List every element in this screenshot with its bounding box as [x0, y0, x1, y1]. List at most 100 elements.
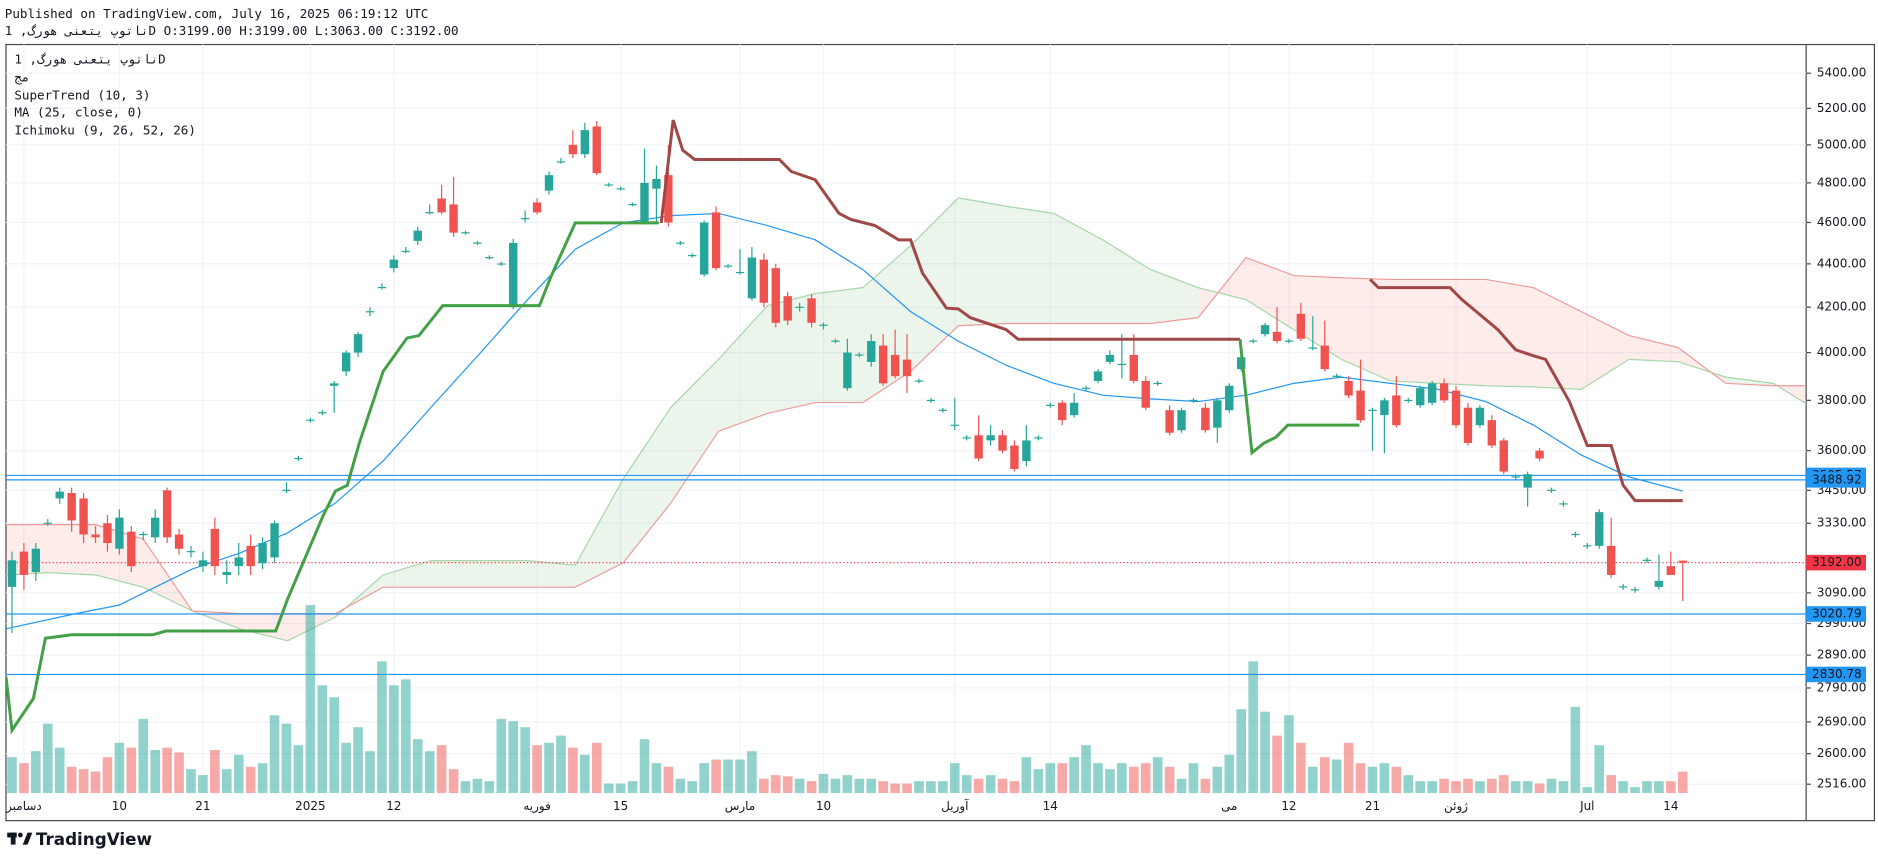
legend-ma: MA (25, close, 0) — [14, 104, 143, 119]
volume-bar — [890, 783, 900, 794]
candle-body — [1618, 586, 1628, 588]
candle-body — [437, 198, 446, 213]
candle-body — [938, 409, 948, 411]
candle-body — [592, 126, 601, 174]
volume-bar — [1081, 745, 1091, 794]
cloud-segment — [767, 293, 816, 414]
cloud-segment — [958, 197, 1007, 326]
y-tick-label: 5400.00 — [1817, 66, 1867, 80]
candle-body — [604, 184, 613, 186]
volume-bar — [329, 697, 339, 794]
volume-bar — [651, 763, 662, 794]
candle-body — [1439, 383, 1449, 401]
volume-bar — [1200, 778, 1211, 794]
y-tick-label: 3090.00 — [1817, 585, 1867, 599]
volume-bar — [472, 778, 483, 794]
volume-bar — [186, 769, 196, 794]
candle-body — [878, 345, 888, 384]
candle-body — [103, 523, 112, 544]
volume-bar — [902, 783, 912, 794]
volume-bar — [1522, 781, 1533, 794]
frame — [5, 43, 1876, 822]
candle-body — [568, 144, 578, 155]
ma-line — [5, 212, 1683, 630]
volume-bar — [293, 745, 304, 794]
candle-body — [1475, 407, 1485, 426]
candle-body — [1034, 437, 1043, 439]
volume-bar — [1331, 759, 1342, 794]
candle-body — [55, 491, 64, 499]
candle-body — [532, 202, 542, 213]
candle-body — [1678, 560, 1687, 563]
volume-bar — [1451, 781, 1461, 794]
candle-body — [1559, 503, 1568, 505]
candle-body — [831, 340, 840, 342]
cloud-segment — [1773, 383, 1807, 404]
published-line: Published on TradingView.com, July 16, 2… — [5, 6, 429, 21]
candle-body — [127, 531, 136, 567]
volume-bar — [389, 685, 399, 794]
cloud-segment — [383, 560, 431, 588]
volume-bar — [1224, 754, 1235, 794]
candle-body — [1117, 363, 1127, 366]
y-tick-label: 3330.00 — [1817, 516, 1867, 530]
candle-body — [520, 218, 530, 220]
volume-bar — [842, 775, 853, 794]
cloud-segment — [575, 479, 624, 588]
candle-body — [91, 534, 100, 538]
candle-body — [1356, 390, 1365, 421]
volume-bar — [233, 754, 244, 794]
volume-bar — [1439, 778, 1449, 794]
candle-body — [1046, 404, 1055, 406]
volume-bar — [1212, 766, 1223, 794]
volume-bar — [484, 781, 495, 794]
cloud-segment — [1150, 269, 1199, 324]
candle-body — [890, 354, 900, 377]
y-tick-label: 4600.00 — [1817, 215, 1867, 229]
candle-body — [1296, 313, 1306, 339]
cloud-segment — [1390, 279, 1439, 384]
x-tick-label: مارس — [725, 799, 755, 814]
cloud-segment — [1245, 257, 1294, 330]
volume-bar — [245, 766, 256, 794]
candle-body — [759, 259, 769, 303]
cloud-segment — [1293, 275, 1342, 360]
volume-bar — [1069, 757, 1079, 794]
volume-bar — [615, 783, 626, 794]
volume-bar — [174, 752, 184, 794]
plot-area — [5, 119, 1807, 794]
volume-bar — [401, 679, 411, 794]
x-tick-label: 21 — [195, 799, 210, 813]
volume-bar — [1188, 763, 1199, 794]
volume-bar — [281, 723, 292, 794]
volume-bar — [961, 775, 972, 794]
price-label: 3020.79 — [1812, 606, 1862, 620]
cloud-segment — [1341, 277, 1391, 381]
volume-bar — [1534, 783, 1545, 794]
candle-body — [1129, 354, 1138, 381]
candle-body — [771, 268, 780, 323]
x-tick-label: 12 — [386, 799, 401, 813]
y-tick-label: 5200.00 — [1817, 101, 1867, 115]
volume-bar — [448, 769, 459, 794]
volume-bar — [1117, 763, 1127, 794]
legend-supertrend: SuperTrend (10, 3) — [14, 88, 150, 103]
volume-bar — [1594, 745, 1605, 794]
candle-body — [1272, 331, 1282, 342]
volume-bar — [1343, 742, 1354, 794]
volume-bar — [1415, 781, 1426, 794]
candle-body — [1225, 385, 1234, 411]
volume-bar — [365, 751, 375, 794]
candle-body — [246, 545, 255, 567]
volume-bar — [591, 742, 602, 794]
volume-bar — [938, 781, 948, 794]
volume-bar — [1463, 778, 1473, 794]
candle-body — [174, 534, 184, 549]
volume-bar — [1654, 781, 1664, 794]
candle-body — [711, 212, 721, 269]
x-tick-label: 2025 — [295, 799, 325, 813]
volume-bar — [31, 751, 41, 794]
candle-body — [1595, 512, 1604, 546]
volume-bar — [1475, 781, 1485, 794]
